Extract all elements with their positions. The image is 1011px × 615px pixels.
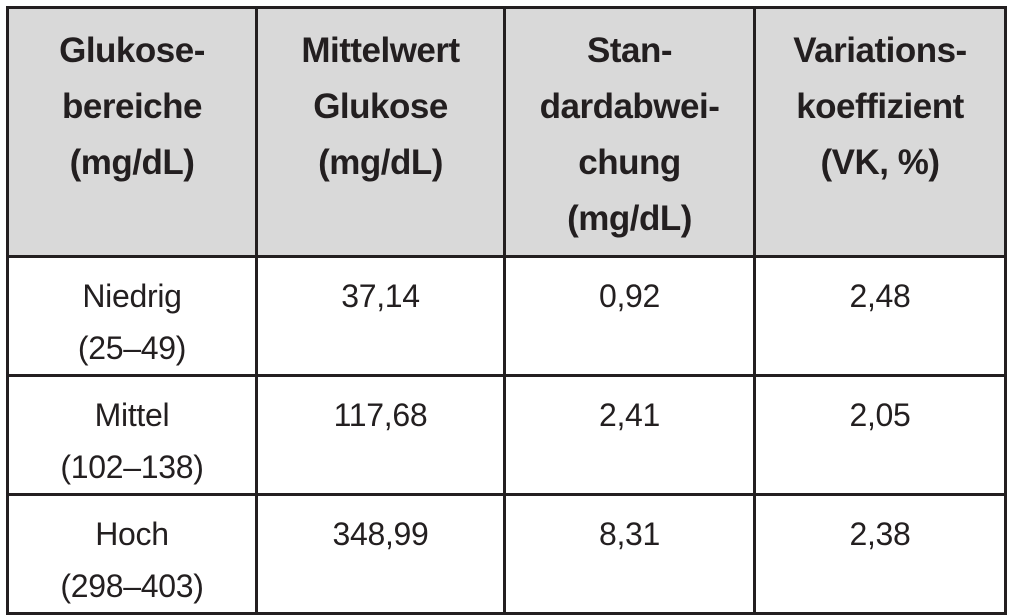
header-cell: Mittelwert Glukose (mg/dL) bbox=[255, 6, 506, 258]
cell-text: 2,41 bbox=[598, 397, 661, 433]
table-cell: 8,31 bbox=[503, 493, 756, 615]
header-cell: Glukose-bereiche (mg/dL) bbox=[6, 6, 258, 258]
cell-text: (mg/dL) bbox=[318, 143, 443, 182]
cell-text: Variations- bbox=[793, 31, 967, 70]
cell-text: Hoch bbox=[95, 516, 169, 552]
cell-text: 37,14 bbox=[341, 278, 420, 314]
data-table: Glukose-bereiche (mg/dL) Mittelwert Glukose… bbox=[6, 6, 1007, 615]
cell-text: 117,68 bbox=[333, 397, 428, 433]
table-cell: Mittel (102–138) bbox=[6, 374, 258, 496]
table-cell: Hoch (298–403) bbox=[6, 493, 258, 615]
table-cell: 2,38 bbox=[753, 493, 1007, 615]
table-cell: 348,99 bbox=[255, 493, 506, 615]
cell-text: 8,31 bbox=[598, 516, 661, 552]
cell-text: Glukose- bbox=[59, 31, 205, 70]
cell-text: chung bbox=[578, 143, 681, 182]
cell-text: dardabwei- bbox=[539, 87, 720, 126]
header-cell: Variations-koeffizient (VK, %) bbox=[753, 6, 1007, 258]
cell-text: 0,92 bbox=[598, 278, 661, 314]
cell-text: Stan- bbox=[587, 31, 673, 70]
cell-text: (VK, %) bbox=[820, 143, 941, 182]
page: Glukose-bereiche (mg/dL) Mittelwert Glukose… bbox=[6, 6, 1007, 615]
cell-text: bereiche bbox=[62, 87, 202, 126]
cell-text: (mg/dL) bbox=[567, 199, 692, 238]
table-cell: 2,48 bbox=[753, 255, 1007, 377]
header-cell: Stan-dardabwei-chung (mg/dL) bbox=[503, 6, 756, 258]
table-row: Mittel (102–138) 117,68 2,41 2,05 bbox=[6, 374, 1007, 496]
cell-text: koeffizient bbox=[796, 87, 964, 126]
table-cell: 37,14 bbox=[255, 255, 506, 377]
cell-text: (102–138) bbox=[60, 449, 204, 485]
table-cell: 2,41 bbox=[503, 374, 756, 496]
cell-text: Mittel bbox=[94, 397, 170, 433]
table-row: Niedrig (25–49) 37,14 0,92 2,48 bbox=[6, 255, 1007, 377]
cell-text: (298–403) bbox=[60, 568, 204, 604]
cell-text: (25–49) bbox=[77, 330, 187, 366]
cell-text: Niedrig bbox=[82, 278, 182, 314]
cell-text: Glukose bbox=[313, 87, 448, 126]
table-cell: 2,05 bbox=[753, 374, 1007, 496]
cell-text: 2,48 bbox=[849, 278, 911, 314]
header-row: Glukose-bereiche (mg/dL) Mittelwert Glukose… bbox=[6, 6, 1007, 258]
table-cell: 117,68 bbox=[255, 374, 506, 496]
cell-text: (mg/dL) bbox=[69, 143, 195, 182]
cell-text: 2,05 bbox=[849, 397, 911, 433]
table-row: Hoch (298–403) 348,99 8,31 2,38 bbox=[6, 493, 1007, 615]
table-cell: 0,92 bbox=[503, 255, 756, 377]
cell-text: 348,99 bbox=[332, 516, 429, 552]
table-cell: Niedrig (25–49) bbox=[6, 255, 258, 377]
table-body: Niedrig (25–49) 37,14 0,92 2,48 Mittel (102–13… bbox=[6, 255, 1007, 615]
cell-text: Mittelwert bbox=[301, 31, 460, 70]
cell-text: 2,38 bbox=[849, 516, 911, 552]
